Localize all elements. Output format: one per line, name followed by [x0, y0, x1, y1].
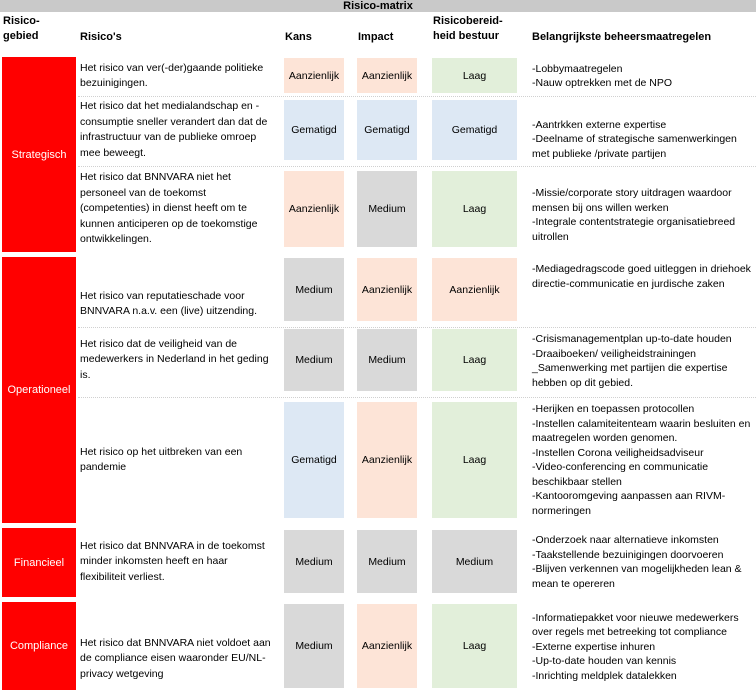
header-beheersmaatregelen: Belangrijkste beheersmaatregelen [532, 31, 712, 43]
measure-item: -Up-to-date houden van kennis [532, 655, 677, 668]
header-risicogebied: Risico- gebied [3, 15, 40, 42]
gebied-label: Operationeel [7, 384, 71, 396]
bereidheid-cell: Laag [432, 329, 517, 391]
matrix-title: Risico-matrix [0, 0, 756, 12]
measures-block: -Onderzoek naar alternatieve inkomsten -T… [532, 530, 754, 594]
kans-cell: Medium [284, 329, 344, 391]
measure-item: -Blijven verkennen van mogelijkheden lea… [532, 563, 742, 590]
gebied-label: Strategisch [11, 148, 67, 161]
measures-list: -Aantrkken externe expertise -Deelname of… [532, 118, 754, 162]
measure-item: -Inrichting meldplek datalekken [532, 669, 677, 682]
measure-item: _Samenwerking met partijen die expertise… [532, 362, 728, 389]
measures-list: -Mediagedragscode goed uitleggen in drie… [532, 262, 754, 291]
measures-list: -Missie/corporate story uitdragen waardo… [532, 186, 754, 244]
impact-cell: Aanzienlijk [357, 402, 417, 518]
gebied-label: Compliance [9, 640, 69, 652]
measures-block: -Informatiepakket voor nieuwe medewerker… [532, 604, 754, 690]
risk-text: Het risico dat BNNVARA niet voldoet aan … [80, 636, 271, 680]
gebied-strategisch: Strategisch [2, 57, 76, 252]
bereidheid-cell: Medium [432, 530, 517, 593]
risk-text: Het risico dat BNNVARA in de toekomst mi… [80, 539, 265, 583]
row-separator [78, 327, 756, 328]
measure-item: -Crisismanagementplan up-to-date houden [532, 333, 732, 345]
header-impact: Impact [358, 31, 394, 43]
risk-text: Het risico op het uitbreken van een pand… [80, 445, 243, 474]
measure-item: -Instellen Corona veiligheidsadviseur [532, 446, 704, 459]
impact-cell: Aanzienlijk [357, 258, 417, 321]
measure-item: -Nauw optrekken met de NPO [532, 77, 673, 89]
row-separator [78, 397, 756, 398]
kans-cell: Medium [284, 530, 344, 593]
header-risicobereidheid: Risicobereid- heid bestuur [433, 15, 503, 42]
measure-item: -Mediagedragscode goed uitleggen in drie… [532, 263, 751, 290]
row-separator [78, 166, 756, 167]
gebied-operationeel: Operationeel [2, 257, 76, 523]
measure-item: -Missie/corporate story uitdragen waardo… [532, 187, 732, 214]
impact-cell: Gematigd [357, 100, 417, 160]
impact-cell: Medium [357, 171, 417, 247]
header-kans: Kans [285, 31, 312, 43]
impact-cell: Aanzienlijk [357, 604, 417, 688]
gebied-financieel: Financieel [2, 528, 76, 597]
measures-list: -Onderzoek naar alternatieve inkomsten -T… [532, 533, 754, 591]
measure-item: -Externe expertise inhuren [532, 640, 656, 653]
measure-item: -Taakstellende bezuinigingen doorvoeren [532, 548, 724, 561]
bereidheid-cell: Gematigd [432, 100, 517, 160]
row-separator [78, 96, 756, 97]
bereidheid-cell: Laag [432, 604, 517, 688]
measure-item: -Lobbymaatregelen [532, 62, 623, 75]
impact-cell: Aanzienlijk [357, 58, 417, 93]
measure-item: -Deelname of strategische samenwerkingen… [532, 133, 737, 160]
gebied-label: Financieel [13, 556, 65, 569]
measures-block: -Crisismanagementplan up-to-date houden -… [532, 330, 754, 392]
measure-item: -Herijken en toepassen protocollen [532, 403, 695, 415]
header-risicos: Risico's [80, 31, 122, 43]
measure-item: -Aantrkken externe expertise [532, 118, 667, 131]
kans-cell: Medium [284, 258, 344, 321]
bereidheid-cell: Laag [432, 58, 517, 93]
measures-block: -Missie/corporate story uitdragen waardo… [532, 182, 754, 248]
risk-text: Het risico dat de veiligheid van de mede… [80, 337, 269, 381]
measure-item: -Informatiepakket voor nieuwe medewerker… [532, 611, 739, 639]
kans-cell: Gematigd [284, 100, 344, 160]
risk-text: Het risico dat BNNVARA niet het personee… [80, 171, 258, 246]
risk-text: Het risico dat het medialandschap en -co… [80, 100, 268, 159]
kans-cell: Medium [284, 604, 344, 688]
risk-text: Het risico van reputatieschade voor BNNV… [80, 289, 258, 318]
measures-list: -Herijken en toepassen protocollen -Inste… [532, 402, 754, 518]
measures-block: -Herijken en toepassen protocollen -Inste… [532, 402, 754, 518]
impact-cell: Medium [357, 329, 417, 391]
kans-cell: Aanzienlijk [284, 171, 344, 247]
measure-item: -Draaiboeken/ veiligheidstrainingen [532, 347, 697, 360]
gebied-compliance: Compliance [2, 602, 76, 690]
kans-cell: Aanzienlijk [284, 58, 344, 93]
impact-cell: Medium [357, 530, 417, 593]
measures-list: -Informatiepakket voor nieuwe medewerker… [532, 611, 754, 684]
kans-cell: Gematigd [284, 402, 344, 518]
bereidheid-cell: Laag [432, 171, 517, 247]
measure-item: -Video-conferencing en communicatie besc… [532, 461, 709, 488]
measure-item: -Instellen calamiteitenteam waarin beslu… [532, 417, 751, 445]
measure-item: -Kantooromgeving aanpassen aan RIVM-norm… [532, 490, 726, 517]
bereidheid-cell: Aanzienlijk [432, 258, 517, 321]
risk-text: Het risico van ver(-der)gaande politieke… [80, 61, 264, 90]
measures-block: -Lobbymaatregelen -Nauw optrekken met de … [532, 58, 754, 94]
measure-item: -Integrale contentstrategie organisatieb… [532, 216, 736, 243]
measures-block: -Mediagedragscode goed uitleggen in drie… [532, 262, 754, 312]
measures-list: -Crisismanagementplan up-to-date houden -… [532, 332, 754, 390]
measures-block: -Aantrkken externe expertise -Deelname of… [532, 99, 754, 161]
bereidheid-cell: Laag [432, 402, 517, 518]
measures-list: -Lobbymaatregelen -Nauw optrekken met de … [532, 62, 672, 91]
measure-item: -Onderzoek naar alternatieve inkomsten [532, 534, 719, 546]
